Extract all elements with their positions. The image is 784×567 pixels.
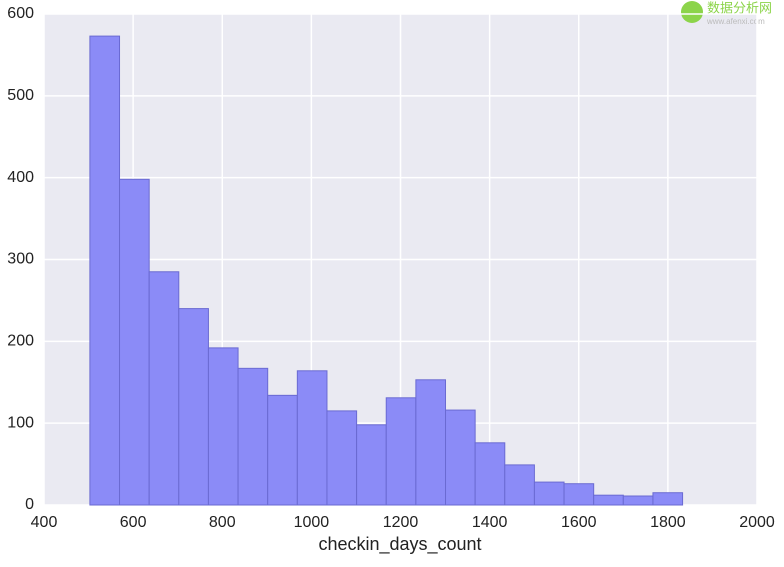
x-tick-label: 1000 [294, 514, 330, 531]
x-tick-label: 2000 [739, 514, 775, 531]
bar [652, 492, 684, 506]
bar [533, 481, 565, 506]
bar [593, 494, 624, 506]
bar [119, 178, 150, 506]
bar [148, 271, 180, 506]
x-axis-label: checkin_days_count [318, 534, 481, 555]
y-tick-label: 500 [7, 87, 34, 104]
x-tick-label: 1200 [383, 514, 419, 531]
watermark-name: 数据分析网 [707, 0, 772, 15]
bar [445, 409, 476, 506]
x-tick-label: 1600 [561, 514, 597, 531]
y-tick-label: 200 [7, 333, 34, 350]
bar [296, 370, 328, 506]
watermark-logo [681, 1, 703, 23]
bar [504, 464, 535, 506]
bar [237, 367, 269, 506]
watermark-url: www.afenxi.com [706, 17, 765, 26]
bar [267, 394, 298, 506]
x-tick-label: 600 [120, 514, 147, 531]
x-tick-label: 1800 [650, 514, 686, 531]
bar [415, 379, 447, 506]
bar [356, 424, 387, 506]
bar [178, 308, 209, 506]
bar [474, 442, 506, 506]
bar [89, 35, 121, 506]
bar [207, 347, 239, 506]
y-tick-label: 0 [25, 496, 34, 513]
bar [326, 410, 358, 506]
y-tick-label: 100 [7, 414, 34, 431]
x-tick-label: 1400 [472, 514, 508, 531]
y-tick-label: 600 [7, 5, 34, 22]
y-tick-label: 400 [7, 169, 34, 186]
x-tick-label: 400 [31, 514, 58, 531]
x-tick-label: 800 [209, 514, 236, 531]
bar [622, 495, 654, 506]
y-tick-label: 300 [7, 251, 34, 268]
bar [385, 397, 417, 506]
bar [563, 483, 595, 506]
